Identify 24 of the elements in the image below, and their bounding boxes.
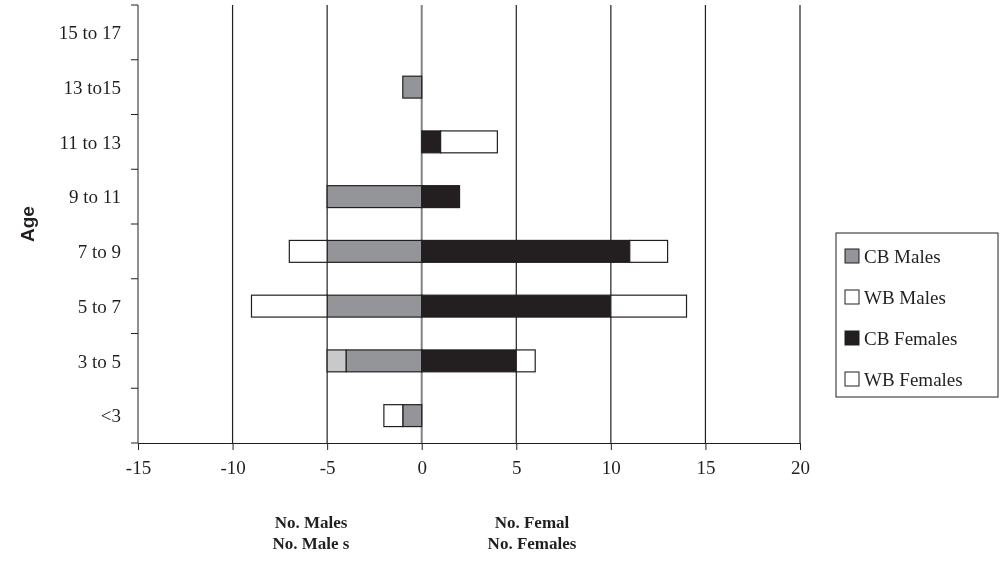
x-tick-label: -10	[220, 456, 246, 478]
text: No. Males No. Male s	[272, 513, 350, 553]
y-tick-label: 3 to 5	[77, 350, 121, 372]
x-tick-label: 20	[791, 456, 810, 478]
y-tick-label: 7 to 9	[77, 241, 121, 263]
text: No. Femal No. Females	[487, 513, 577, 553]
legend-label: CB Females	[864, 327, 958, 349]
x-tick-label: 5	[512, 456, 522, 478]
legend-label: WB Females	[864, 368, 963, 390]
y-tick-label: 5 to 7	[77, 295, 121, 317]
y-tick-label: 15 to 17	[58, 22, 121, 44]
bar	[402, 75, 423, 99]
x-tick-label: 0	[417, 456, 427, 478]
x-tick-label: -5	[319, 456, 336, 478]
y-tick-label: 11 to 13	[59, 131, 121, 153]
y-tick-label: 9 to 11	[68, 186, 121, 208]
y-axis-title: Age	[17, 206, 38, 242]
y-tick-label: 13 to15	[63, 76, 121, 98]
x-tick-label: 10	[601, 456, 621, 478]
x-tick-label: 15	[696, 456, 716, 478]
y-tick-label: <3	[100, 405, 121, 427]
legend-label: WB Males	[864, 286, 946, 308]
legend-label: CB Males	[864, 245, 941, 267]
x-tick-label: -15	[125, 456, 152, 478]
